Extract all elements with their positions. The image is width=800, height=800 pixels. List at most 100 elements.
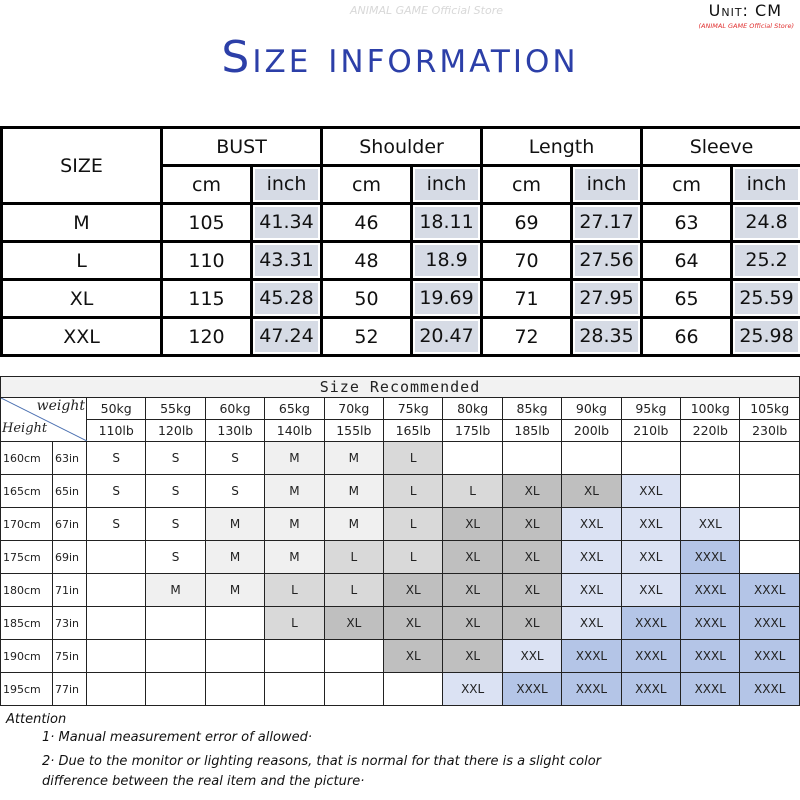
cm-value: 52: [320, 316, 414, 357]
size-cell: XXL: [680, 507, 741, 541]
table-row: XXL 120 47.24 52 20.47 72 28.35 66 25.98: [0, 316, 800, 357]
size-cell: M: [204, 540, 266, 574]
table-row: XL 115 45.28 50 19.69 71 27.95 65 25.59: [0, 278, 800, 319]
inch-value: 28.35: [570, 316, 644, 357]
cm-value: 115: [160, 278, 253, 319]
size-cell: XL: [501, 474, 563, 508]
group-header-length: Length: [480, 126, 644, 167]
size-cell: XXXL: [680, 672, 741, 706]
weight-lb: 200lb: [561, 419, 622, 442]
size-cell: [145, 672, 206, 706]
unit-cm: cm: [320, 164, 414, 205]
table-row: 195cm 77in XXL XXXL XXXL XXXL XXXL XXXL: [0, 672, 800, 706]
inch-value-text: 41.34: [255, 207, 319, 238]
unit-inch: inch: [249, 164, 324, 205]
inch-value: 25.98: [730, 316, 800, 357]
size-cell: L: [323, 573, 385, 607]
inch-value: 19.69: [410, 278, 484, 319]
table-row: 175cm 69in S M M L L XL XL XXL XXL XXXL: [0, 540, 800, 574]
weight-lb: 210lb: [620, 419, 682, 442]
diagonal-line: [1, 398, 87, 441]
size-cell: [383, 672, 444, 706]
height-cm: 190cm: [0, 639, 53, 673]
page-title: Size information: [221, 32, 579, 83]
inch-value-text: 18.9: [415, 245, 479, 276]
size-cell: XXXL: [680, 606, 741, 640]
inch-value-text: 20.47: [415, 321, 479, 352]
weight-lb: 175lb: [442, 419, 503, 442]
height-cm: 185cm: [0, 606, 53, 640]
size-cell: [620, 441, 682, 475]
unit-inch: inch: [570, 164, 644, 205]
size-cell: XXL: [620, 474, 682, 508]
size-cell: XXL: [0, 316, 163, 357]
size-cell: XL: [442, 573, 503, 607]
size-cell: L: [0, 240, 163, 281]
height-cm: 175cm: [0, 540, 53, 574]
size-cell: XL: [501, 507, 563, 541]
size-cell: L: [383, 507, 444, 541]
size-cell: L: [383, 540, 444, 574]
inch-value: 45.28: [249, 278, 324, 319]
table-row: L 110 43.31 48 18.9 70 27.56 64 25.2: [0, 240, 800, 281]
inch-value-text: 28.35: [575, 321, 639, 352]
size-cell: S: [85, 474, 147, 508]
size-cell: L: [383, 441, 444, 475]
size-cell: XXXL: [620, 672, 682, 706]
weight-kg: 90kg: [561, 397, 622, 420]
table-row: 170cm 67in S S M M M L XL XL XXL XXL XXL: [0, 507, 800, 541]
size-cell: [204, 606, 266, 640]
height-in: 77in: [52, 672, 87, 706]
cm-value: 46: [320, 202, 414, 243]
inch-value: 20.47: [410, 316, 484, 357]
size-cell: [85, 540, 147, 574]
inch-value-text: 25.2: [735, 245, 799, 276]
weight-kg: 70kg: [323, 397, 385, 420]
inch-value-text: 45.28: [255, 283, 319, 314]
size-cell: XL: [442, 606, 503, 640]
weight-kg: 100kg: [680, 397, 741, 420]
table-row: 185cm 73in L XL XL XL XL XXL XXXL XXXL XXXL: [0, 606, 800, 640]
inch-value-text: 47.24: [255, 321, 319, 352]
size-cell: M: [204, 507, 266, 541]
weight-lb: 185lb: [501, 419, 563, 442]
size-cell: XXXL: [680, 573, 741, 607]
cm-value: 64: [640, 240, 734, 281]
weight-lb: 120lb: [145, 419, 206, 442]
size-cell: XL: [383, 606, 444, 640]
size-cell: XL: [442, 540, 503, 574]
size-cell: S: [145, 540, 206, 574]
size-cell: [204, 639, 266, 673]
size-cell: M: [264, 474, 325, 508]
size-cell: L: [264, 606, 325, 640]
weight-lb: 110lb: [85, 419, 147, 442]
size-cell: [680, 474, 741, 508]
store-label: (ANIMAL GAME Official Store): [698, 22, 794, 30]
size-cell: XXXL: [561, 639, 622, 673]
inch-value: 18.9: [410, 240, 484, 281]
size-cell: S: [85, 441, 147, 475]
cm-value: 110: [160, 240, 253, 281]
size-cell: XL: [323, 606, 385, 640]
height-in: 73in: [52, 606, 87, 640]
unit-cm: cm: [480, 164, 574, 205]
weight-kg: 95kg: [620, 397, 682, 420]
height-in: 75in: [52, 639, 87, 673]
watermark: ANIMAL GAME Official Store: [350, 4, 503, 17]
size-cell: XXXL: [620, 606, 682, 640]
size-cell: S: [145, 507, 206, 541]
header-row: SIZE BUST Shoulder Length Sleeve: [0, 126, 800, 205]
inch-value-text: 27.95: [575, 283, 639, 314]
height-label: Height: [2, 421, 48, 436]
cm-value: 69: [480, 202, 574, 243]
inch-value: 24.8: [730, 202, 800, 243]
size-cell: L: [442, 474, 503, 508]
size-cell: XL: [501, 540, 563, 574]
weight-lb: 230lb: [739, 419, 800, 442]
table-row: M 105 41.34 46 18.11 69 27.17 63 24.8: [0, 202, 800, 243]
unit-cm: cm: [160, 164, 253, 205]
height-in: 67in: [52, 507, 87, 541]
size-cell: [739, 507, 800, 541]
table-row: 180cm 71in M M L L XL XL XL XXL XXL XXXL XXXL: [0, 573, 800, 607]
unit-inch-label: inch: [415, 169, 479, 200]
